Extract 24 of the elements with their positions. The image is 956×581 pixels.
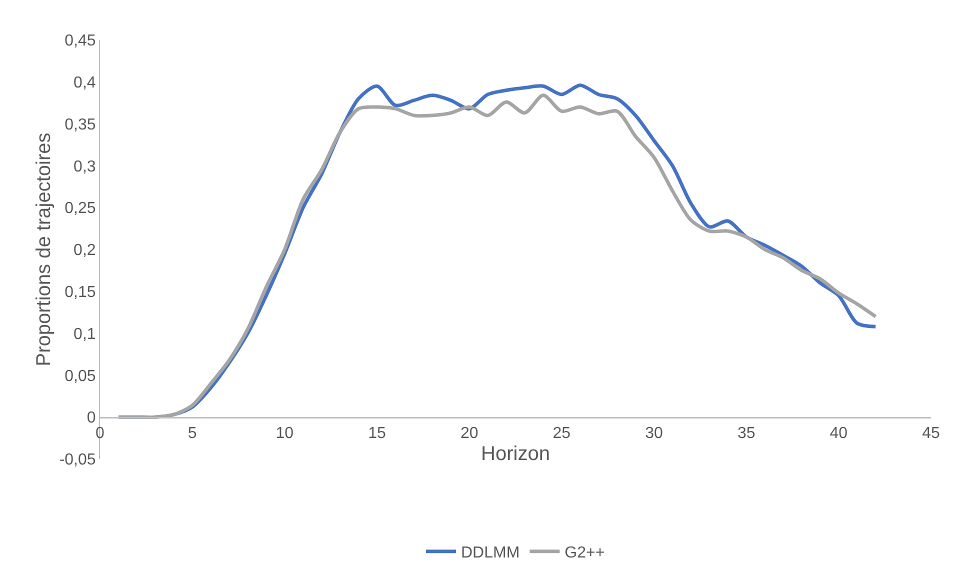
y-tick-label: 0,1: [74, 326, 96, 343]
legend-label: DDLMM: [461, 544, 520, 562]
y-tick-label: 0: [86, 410, 96, 427]
x-tick-label: 30: [645, 424, 663, 442]
y-tick-label: 0,05: [64, 368, 96, 385]
legend-label: G2++: [564, 544, 605, 562]
x-tick-label: 25: [552, 424, 571, 442]
x-tick-label: 5: [188, 424, 197, 442]
y-tick-label: 0,4: [74, 74, 96, 92]
y-tick-label: 0,3: [74, 158, 96, 176]
x-tick-label: 10: [276, 424, 294, 442]
x-tick-label: 45: [922, 424, 940, 442]
y-tick-label: 0,25: [64, 200, 96, 218]
x-tick-label: 15: [368, 424, 386, 442]
y-tick-label: 0,45: [64, 32, 96, 50]
x-tick-label: 20: [460, 424, 478, 442]
y-axis-title: Proportions de trajectoires: [33, 132, 55, 366]
x-tick-label: 40: [830, 424, 848, 442]
y-tick-label: 0,35: [64, 116, 96, 134]
x-tick-label: 35: [737, 424, 756, 442]
y-tick-label: 0,15: [64, 284, 96, 301]
y-tick-label: -0,05: [59, 452, 96, 469]
x-axis-title: Horizon: [481, 443, 550, 466]
y-tick-label: 0,2: [74, 242, 96, 260]
